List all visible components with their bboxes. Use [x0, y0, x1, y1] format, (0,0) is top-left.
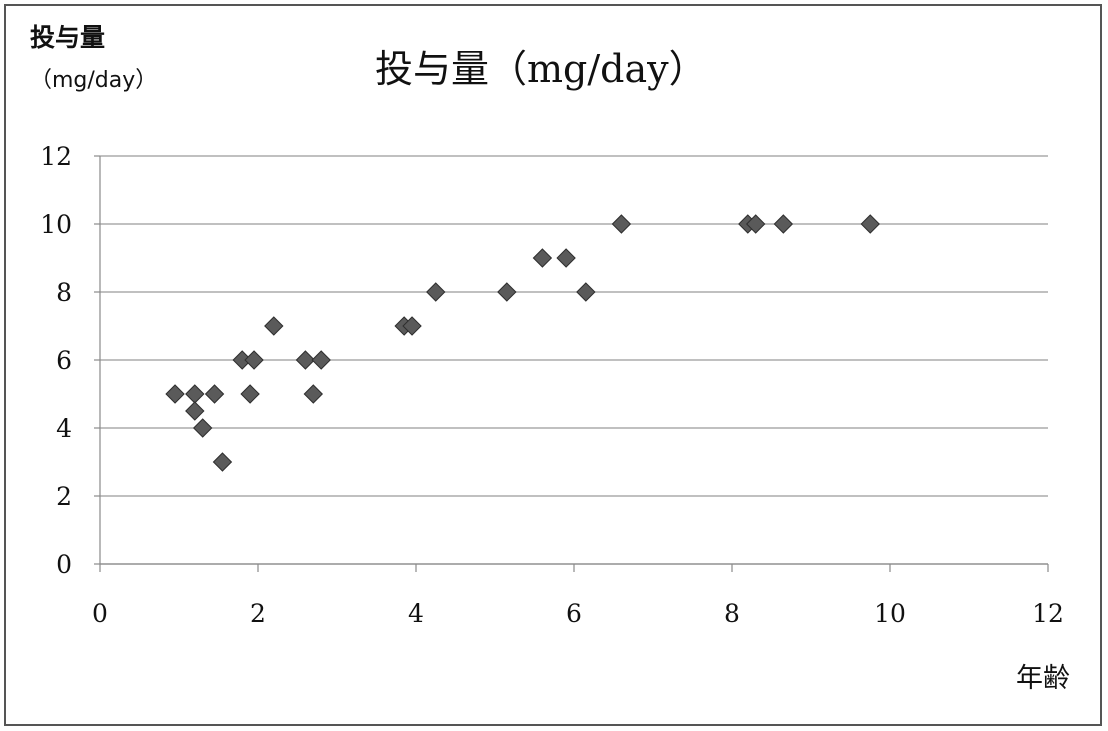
data-point — [311, 350, 331, 370]
y-tick-label: 10 — [40, 210, 72, 239]
x-axis-label: 年齢 — [1016, 663, 1070, 694]
x-tick-label: 6 — [566, 599, 582, 628]
data-point — [576, 282, 596, 302]
data-point — [185, 384, 205, 404]
data-point — [244, 350, 264, 370]
y-tick-label: 2 — [56, 482, 72, 511]
data-point — [402, 316, 422, 336]
y-axis-label-unit: （mg/day） — [30, 68, 158, 94]
data-point — [204, 384, 225, 404]
data-point — [556, 248, 576, 268]
y-tick-label: 12 — [40, 142, 72, 171]
data-point — [295, 350, 316, 370]
data-point — [532, 248, 553, 268]
data-point — [185, 401, 205, 421]
y-tick-label: 8 — [56, 278, 72, 307]
chart-title: 投与量（mg/day） — [375, 47, 707, 91]
x-tick-label: 12 — [1032, 599, 1064, 628]
y-tick-label: 6 — [56, 346, 72, 375]
x-tick-label: 8 — [724, 599, 740, 628]
x-tick-label: 0 — [92, 599, 108, 628]
data-point — [426, 282, 446, 302]
y-axis-label: 投与量 （mg/day） — [30, 22, 157, 95]
data-point — [497, 282, 517, 302]
data-point — [240, 384, 260, 404]
y-axis-label-main: 投与量 — [30, 23, 106, 52]
data-point — [192, 418, 213, 438]
y-tick-label: 0 — [56, 550, 72, 579]
data-point — [165, 384, 185, 404]
y-tick-label: 4 — [56, 414, 72, 443]
data-point — [303, 384, 324, 404]
data-point — [264, 316, 284, 336]
data-point — [860, 214, 880, 234]
data-point — [773, 214, 794, 234]
x-tick-label: 2 — [250, 599, 266, 628]
chart-frame — [4, 4, 1102, 726]
data-point — [745, 214, 766, 234]
data-point — [611, 214, 632, 234]
x-tick-label: 10 — [874, 599, 906, 628]
x-tick-label: 4 — [408, 599, 424, 628]
data-point — [212, 452, 233, 472]
